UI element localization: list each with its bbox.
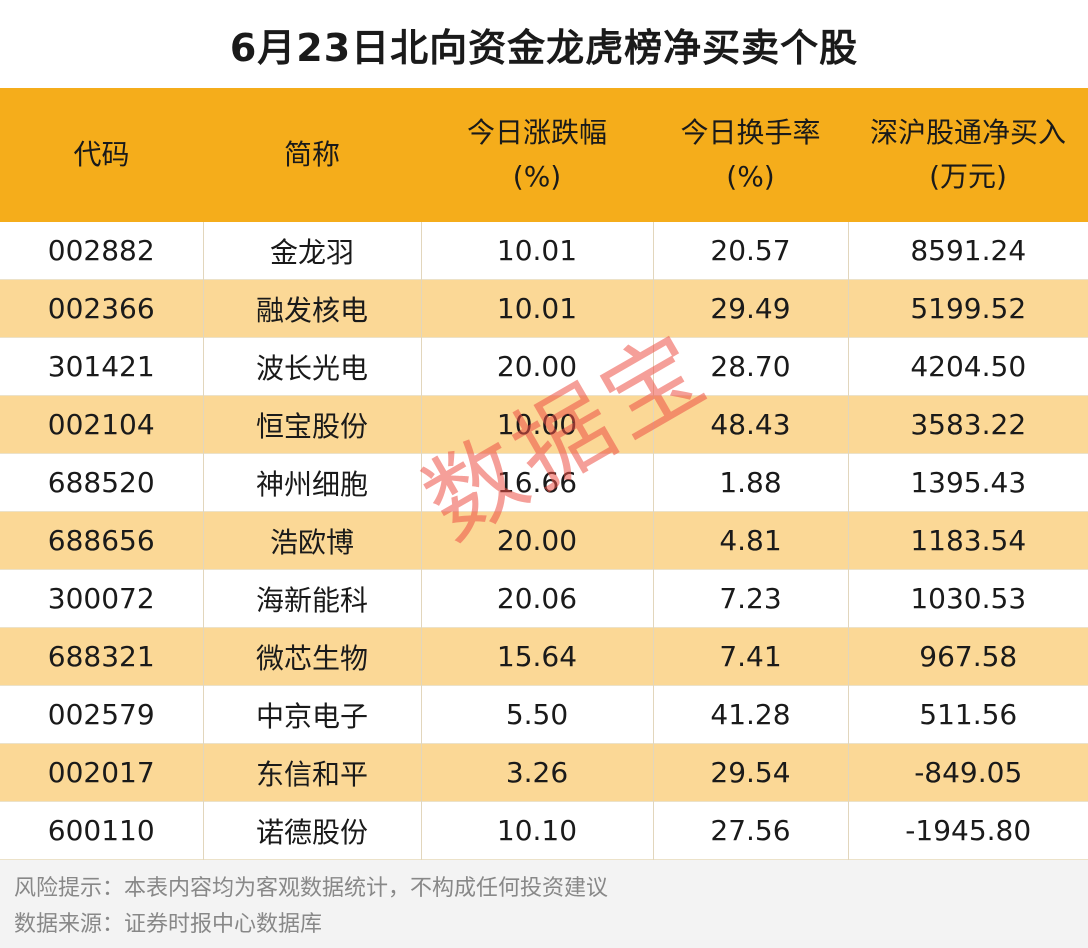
cell-code: 002366: [0, 279, 203, 338]
cell-name: 海新能科: [202, 569, 421, 628]
header-turnover-unit: (%): [726, 160, 775, 193]
table-row: 600110 诺德股份 10.10 27.56 -1945.80: [0, 801, 1088, 860]
cell-change: 20.00: [420, 337, 653, 396]
cell-turnover: 48.43: [652, 395, 848, 454]
cell-code: 002579: [0, 685, 203, 744]
cell-code: 688656: [0, 511, 203, 570]
cell-name: 微芯生物: [202, 627, 421, 686]
cell-change: 5.50: [420, 685, 653, 744]
cell-net-buy: 1183.54: [847, 511, 1088, 570]
cell-change: 10.10: [420, 801, 653, 860]
table-body: 002882 金龙羽 10.01 20.57 8591.24 002366 融发核电 10.0…: [0, 222, 1088, 860]
cell-net-buy: 5199.52: [847, 279, 1088, 338]
cell-name: 东信和平: [202, 743, 421, 802]
table-row: 002579 中京电子 5.50 41.28 511.56: [0, 685, 1088, 744]
table-row: 688321 微芯生物 15.64 7.41 967.58: [0, 627, 1088, 686]
cell-name: 波长光电: [202, 337, 421, 396]
header-change-unit: (%): [512, 160, 562, 193]
cell-turnover: 29.49: [652, 279, 848, 338]
risk-note: 风险提示：本表内容均为客观数据统计，不构成任何投资建议: [14, 876, 609, 901]
cell-turnover: 7.41: [652, 627, 848, 686]
header-change: 今日涨跌幅 (%): [421, 88, 653, 222]
cell-code: 002017: [0, 743, 203, 802]
cell-change: 20.00: [420, 511, 653, 570]
table-row: 301421 波长光电 20.00 28.70 4204.50: [0, 337, 1088, 396]
cell-name: 神州细胞: [202, 453, 421, 512]
cell-change: 10.01: [420, 222, 653, 280]
table-header-row: 代码 简称 今日涨跌幅 (%) 今日换手率 (%) 深沪股通净买入 (万元): [0, 88, 1088, 222]
cell-net-buy: 1395.43: [847, 453, 1088, 512]
table-row: 300072 海新能科 20.06 7.23 1030.53: [0, 569, 1088, 628]
cell-net-buy: -849.05: [847, 743, 1088, 802]
cell-turnover: 41.28: [652, 685, 848, 744]
cell-turnover: 4.81: [652, 511, 848, 570]
table-row: 002366 融发核电 10.01 29.49 5199.52: [0, 279, 1088, 338]
cell-change: 10.00: [420, 395, 653, 454]
cell-net-buy: -1945.80: [847, 801, 1088, 860]
cell-change: 20.06: [420, 569, 653, 628]
cell-code: 301421: [0, 337, 203, 396]
cell-net-buy: 511.56: [847, 685, 1088, 744]
table-row: 002882 金龙羽 10.01 20.57 8591.24: [0, 222, 1088, 280]
header-net-buy-unit: (万元): [929, 160, 1007, 193]
cell-turnover: 28.70: [652, 337, 848, 396]
header-turnover: 今日换手率 (%): [653, 88, 848, 222]
data-source: 数据来源：证券时报中心数据库: [14, 912, 323, 937]
cell-code: 300072: [0, 569, 203, 628]
cell-turnover: 27.56: [652, 801, 848, 860]
stock-table: 代码 简称 今日涨跌幅 (%) 今日换手率 (%) 深沪股通净买入 (万元) 0…: [0, 88, 1088, 860]
cell-change: 15.64: [420, 627, 653, 686]
cell-code: 002104: [0, 395, 203, 454]
cell-change: 10.01: [420, 279, 653, 338]
header-code: 代码: [0, 88, 203, 222]
cell-name: 浩欧博: [202, 511, 421, 570]
cell-name: 融发核电: [202, 279, 421, 338]
header-net-buy: 深沪股通净买入 (万元): [848, 88, 1088, 222]
cell-name: 恒宝股份: [202, 395, 421, 454]
cell-code: 688321: [0, 627, 203, 686]
page-title: 6月23日北向资金龙虎榜净买卖个股: [0, 0, 1088, 88]
cell-name: 诺德股份: [202, 801, 421, 860]
cell-turnover: 29.54: [652, 743, 848, 802]
cell-code: 688520: [0, 453, 203, 512]
cell-turnover: 7.23: [652, 569, 848, 628]
cell-net-buy: 967.58: [847, 627, 1088, 686]
cell-code: 600110: [0, 801, 203, 860]
cell-name: 金龙羽: [202, 222, 421, 280]
cell-name: 中京电子: [202, 685, 421, 744]
table-row: 688656 浩欧博 20.00 4.81 1183.54: [0, 511, 1088, 570]
header-name: 简称: [203, 88, 421, 222]
table-row: 688520 神州细胞 16.66 1.88 1395.43: [0, 453, 1088, 512]
cell-net-buy: 1030.53: [847, 569, 1088, 628]
cell-change: 16.66: [420, 453, 653, 512]
cell-turnover: 20.57: [652, 222, 848, 280]
cell-code: 002882: [0, 222, 203, 280]
footer: 风险提示：本表内容均为客观数据统计，不构成任何投资建议 数据来源：证券时报中心数…: [0, 860, 1088, 948]
cell-net-buy: 3583.22: [847, 395, 1088, 454]
cell-net-buy: 8591.24: [847, 222, 1088, 280]
table-row: 002017 东信和平 3.26 29.54 -849.05: [0, 743, 1088, 802]
cell-net-buy: 4204.50: [847, 337, 1088, 396]
cell-turnover: 1.88: [652, 453, 848, 512]
cell-change: 3.26: [420, 743, 653, 802]
table-row: 002104 恒宝股份 10.00 48.43 3583.22: [0, 395, 1088, 454]
